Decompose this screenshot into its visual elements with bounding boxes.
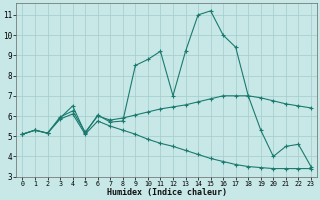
X-axis label: Humidex (Indice chaleur): Humidex (Indice chaleur) <box>107 188 227 197</box>
